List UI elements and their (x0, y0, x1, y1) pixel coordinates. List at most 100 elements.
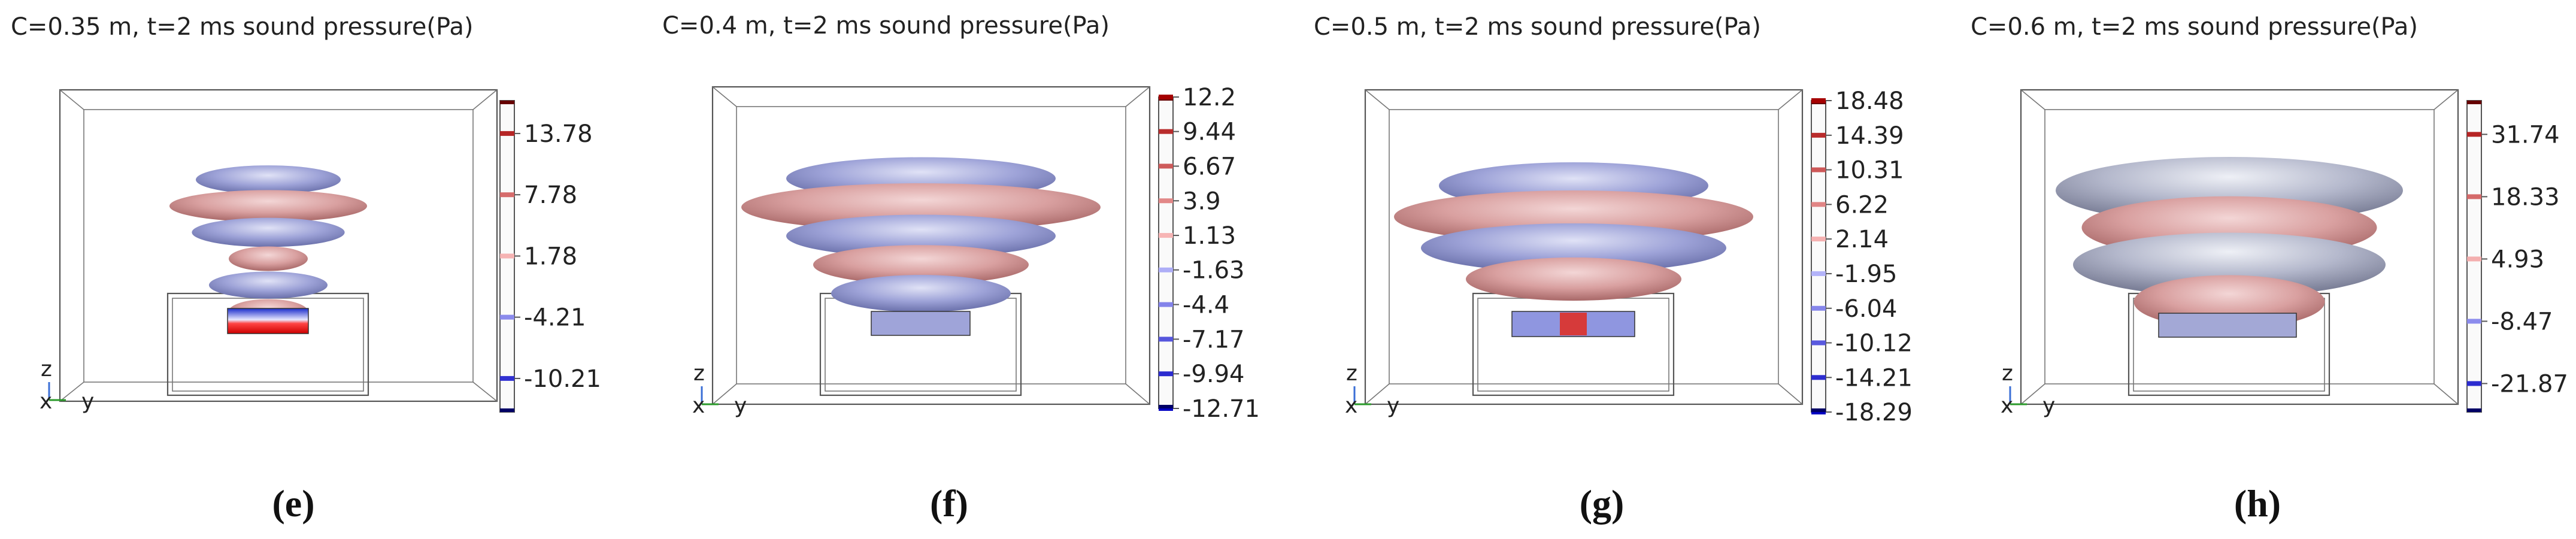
source-panel (871, 311, 971, 336)
pressure-lobe-red (229, 246, 308, 271)
colorbar-band (500, 314, 514, 320)
axis-x-label: x (2001, 393, 2013, 418)
colorbar-tick-label: 10.31 (1835, 157, 1904, 184)
axis-triad: z x y (40, 357, 94, 414)
axis-z-label: z (2002, 361, 2013, 386)
panel-title: C=0.35 m, t=2 ms sound pressure(Pa) (11, 13, 473, 41)
colorbar-tick-label: -18.29 (1835, 399, 1913, 426)
panel-f: C=0.4 m, t=2 ms sound pressure(Pa) z x y… (662, 12, 1260, 525)
room-box (1364, 89, 1804, 405)
pressure-lobe-blue (831, 275, 1011, 312)
colorbar-band (1811, 98, 1826, 103)
source-hotspot (1560, 313, 1587, 335)
axis-z-label: z (693, 361, 705, 386)
colorbar-band (1159, 129, 1173, 134)
colorbar-tick-label: -4.21 (524, 304, 586, 332)
source-panel (227, 308, 309, 334)
panel-caption: (h) (2234, 482, 2281, 525)
colorbar-band (500, 253, 514, 259)
colorbar-tick-label: 4.93 (2491, 246, 2544, 273)
colorbar-tick-label: -12.71 (1183, 395, 1260, 423)
colorbar-top-cap (500, 101, 514, 104)
colorbar-band (1811, 132, 1826, 138)
axis-x-label: x (40, 389, 52, 414)
colorbar-tick-label: 1.13 (1183, 222, 1236, 250)
colorbar-band (1159, 337, 1173, 342)
pressure-lobe-grey (2073, 232, 2386, 297)
colorbar-band (1159, 267, 1173, 272)
colorbar-band (1811, 375, 1826, 380)
colorbar-band (500, 192, 514, 198)
colorbar-bottom-cap (2467, 408, 2481, 412)
panel-caption: (g) (1580, 482, 1625, 525)
colorbar-tick-label: 31.74 (2491, 121, 2560, 149)
colorbar-bottom-cap (1159, 405, 1173, 408)
pressure-lobe-red (169, 190, 367, 222)
axis-triad: z x y (692, 361, 747, 418)
axis-y-label: y (734, 393, 747, 418)
enclosure-box (1472, 292, 1675, 396)
colorbar-band (1159, 198, 1173, 204)
colorbar-bottom-cap (1811, 408, 1826, 412)
panel-g: C=0.5 m, t=2 ms sound pressure(Pa) z x y… (1314, 13, 1913, 525)
colorbar-tick-label: -21.87 (2491, 370, 2568, 398)
pressure-lobe-red (741, 183, 1101, 231)
axis-y-label: y (2042, 393, 2055, 418)
lobe-stack (2056, 157, 2403, 329)
lobe-stack (169, 165, 367, 324)
colorbar-tick-label: 12.2 (1183, 84, 1236, 111)
panel-title: C=0.6 m, t=2 ms sound pressure(Pa) (1971, 13, 2418, 41)
panel-e: C=0.35 m, t=2 ms sound pressure(Pa) z x … (11, 13, 601, 525)
colorbar-band (1811, 340, 1826, 346)
colorbar-tick-label: 18.48 (1835, 87, 1904, 115)
colorbar-tick-label: 9.44 (1183, 119, 1236, 146)
pressure-lobe-blue (1421, 223, 1726, 273)
colorbar-band (2467, 381, 2481, 386)
colorbar-tick-label: 2.14 (1835, 226, 1889, 253)
colorbar-tick-label: 6.67 (1183, 153, 1236, 180)
panel-title: C=0.4 m, t=2 ms sound pressure(Pa) (662, 12, 1110, 40)
colorbar-tick-label: -8.47 (2491, 308, 2553, 335)
axis-y-label: y (81, 389, 94, 414)
colorbar-band (2467, 132, 2481, 137)
colorbar-band (1811, 305, 1826, 311)
axis-triad: z x y (2001, 361, 2055, 418)
panel-caption: (f) (930, 482, 968, 525)
colorbar-tick-label: -14.21 (1835, 364, 1913, 392)
axis-x-label: x (692, 393, 705, 418)
room-box (2020, 89, 2459, 405)
colorbar-tick-label: -10.21 (524, 365, 601, 393)
pressure-lobe-red (813, 245, 1029, 284)
room-box (59, 89, 498, 402)
axis-y-label: y (1387, 393, 1399, 418)
colorbar-tick-label: 18.33 (2491, 183, 2560, 211)
colorbar-band (2467, 194, 2481, 199)
lobe-stack (1394, 162, 1753, 301)
axis-triad: z x y (1345, 361, 1399, 418)
colorbar-band (2467, 256, 2481, 262)
pressure-lobe-red (1466, 257, 1681, 301)
colorbar-band (1811, 202, 1826, 207)
colorbar: 18.48 14.39 10.31 6.22 2.14 -1.95 -6.04 -10.12 -… (1811, 87, 1913, 426)
colorbar-band (1811, 271, 1826, 276)
panel-caption: (e) (272, 482, 314, 525)
colorbar-tick-label: 13.78 (524, 120, 593, 148)
colorbar-tick-label: 7.78 (524, 181, 577, 209)
lobe-stack (741, 157, 1101, 312)
axis-z-label: z (1346, 361, 1357, 386)
colorbar-tick-label: 6.22 (1835, 191, 1889, 219)
colorbar-band (1811, 237, 1826, 242)
colorbar-band (2467, 319, 2481, 324)
panel-title: C=0.5 m, t=2 ms sound pressure(Pa) (1314, 13, 1761, 41)
colorbar-tick-label: 1.78 (524, 243, 577, 270)
colorbar-band (1159, 163, 1173, 169)
colorbar: 31.74 18.33 4.93 -8.47 -21.87 (2466, 100, 2568, 413)
colorbar-tick-label: -4.4 (1183, 292, 1229, 319)
colorbar-bottom-cap (500, 408, 514, 412)
room-box (711, 86, 1151, 405)
colorbar-band (1811, 167, 1826, 172)
panel-h: C=0.6 m, t=2 ms sound pressure(Pa) z x y… (1971, 13, 2568, 525)
colorbar: 13.78 7.78 1.78 -4.21 -10.21 (499, 100, 601, 413)
colorbar-top-cap (2467, 101, 2481, 104)
